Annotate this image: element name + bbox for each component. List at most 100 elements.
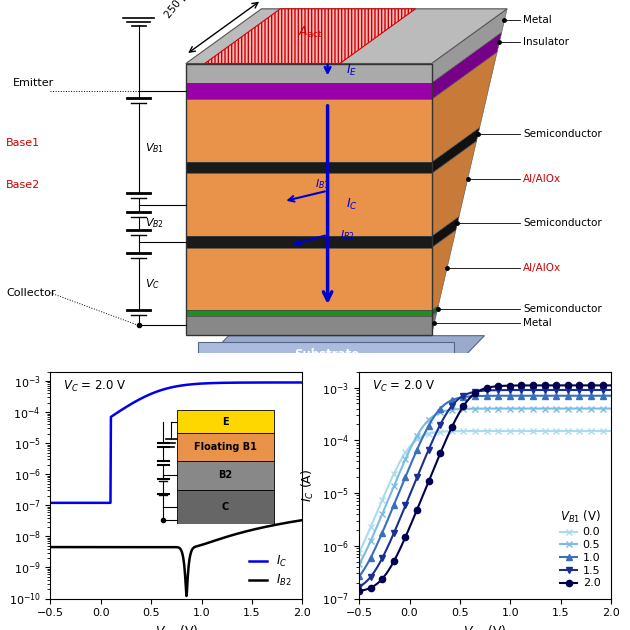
Polygon shape [186, 236, 432, 248]
Polygon shape [432, 32, 501, 100]
Polygon shape [432, 216, 459, 248]
$I_{B2}$ [241, 528, 248, 536]
0.0 [517, 427, 525, 435]
Polygon shape [198, 342, 454, 367]
Polygon shape [186, 64, 432, 83]
Text: Emitter: Emitter [13, 77, 54, 88]
Y-axis label: $I_C$ (A): $I_C$ (A) [0, 469, 3, 501]
Text: $I_{B1}$: $I_{B1}$ [315, 177, 330, 191]
Text: Base1: Base1 [6, 138, 40, 148]
2.0 [517, 382, 525, 389]
1.5 [612, 386, 620, 394]
1.5 [542, 386, 550, 394]
1.5 [439, 416, 447, 423]
Text: Semiconductor: Semiconductor [523, 218, 602, 228]
Text: Insulator: Insulator [523, 37, 569, 47]
0.5 [439, 408, 447, 415]
Polygon shape [205, 9, 416, 64]
1.5 [386, 538, 394, 546]
$I_C$ [198, 380, 205, 387]
0.0 [386, 478, 394, 486]
Polygon shape [432, 312, 437, 335]
1.0 [612, 392, 620, 399]
0.0 [457, 427, 465, 435]
Text: $I_{B2}$: $I_{B2}$ [340, 228, 355, 242]
Text: Metal: Metal [523, 16, 552, 25]
1.0 [355, 573, 363, 580]
Polygon shape [432, 141, 476, 236]
Text: Semiconductor: Semiconductor [523, 304, 602, 314]
Text: 250 µm: 250 µm [163, 0, 196, 20]
Line: $I_C$: $I_C$ [50, 382, 307, 503]
0.0 [541, 427, 548, 435]
$I_C$ [163, 385, 171, 392]
X-axis label: $V_{B2}$ (V): $V_{B2}$ (V) [463, 624, 507, 630]
Text: Al/AlOx: Al/AlOx [523, 263, 561, 273]
Polygon shape [432, 9, 507, 83]
Line: 0.5: 0.5 [356, 406, 619, 568]
Text: Metal: Metal [523, 319, 552, 328]
0.0 [542, 427, 550, 435]
Text: $A_\mathrm{act}$: $A_\mathrm{act}$ [298, 25, 323, 40]
Line: 0.0: 0.0 [356, 428, 619, 556]
2.0 [542, 382, 550, 389]
Legend: 0.0, 0.5, 1.0, 1.5, 2.0: 0.0, 0.5, 1.0, 1.5, 2.0 [556, 504, 605, 593]
1.0 [517, 392, 525, 399]
$I_{B2}$ [304, 515, 311, 523]
1.0 [541, 392, 548, 399]
2.0 [355, 587, 363, 595]
1.0 [386, 510, 394, 518]
Text: $I_E$: $I_E$ [346, 62, 358, 77]
$I_C$ [47, 499, 54, 507]
Text: $V_C$: $V_C$ [145, 277, 160, 290]
Text: $I_C$: $I_C$ [346, 197, 358, 212]
$I_C$ [92, 499, 100, 507]
0.0 [612, 427, 620, 435]
0.5 [541, 404, 548, 412]
Polygon shape [186, 173, 432, 236]
Text: $V_C$ = 2.0 V: $V_C$ = 2.0 V [63, 379, 127, 394]
1.5 [355, 583, 363, 591]
$I_C$ [113, 410, 120, 417]
0.5 [457, 405, 465, 413]
Text: Substrate: Substrate [294, 348, 359, 361]
$I_{B2}$ [113, 543, 120, 551]
1.0 [439, 403, 447, 410]
2.0 [457, 406, 465, 414]
Polygon shape [432, 52, 497, 162]
1.0 [542, 392, 550, 399]
Polygon shape [432, 230, 456, 311]
$I_C$ [218, 379, 226, 387]
Polygon shape [186, 311, 432, 316]
Text: Al/AlOx: Al/AlOx [523, 174, 561, 183]
Polygon shape [432, 127, 479, 173]
Line: 1.0: 1.0 [356, 392, 619, 580]
Polygon shape [198, 336, 484, 367]
Polygon shape [186, 83, 432, 100]
$I_{B2}$ [198, 541, 206, 549]
$I_C$ [240, 379, 248, 386]
1.0 [457, 394, 465, 401]
Polygon shape [186, 162, 432, 173]
Text: Base2: Base2 [6, 180, 40, 190]
2.0 [386, 564, 394, 572]
X-axis label: $V_{B2}$ (V): $V_{B2}$ (V) [154, 624, 198, 630]
$I_{B2}$ [219, 534, 226, 542]
$I_C$ [304, 379, 311, 386]
Polygon shape [186, 316, 432, 335]
$I_{B2}$ [183, 592, 190, 600]
Line: 1.5: 1.5 [356, 387, 619, 590]
2.0 [612, 382, 620, 389]
Text: $V_{B2}$: $V_{B2}$ [145, 217, 164, 231]
0.0 [355, 549, 363, 556]
1.5 [517, 386, 525, 394]
0.5 [612, 404, 620, 412]
2.0 [439, 444, 447, 451]
0.5 [386, 491, 394, 499]
Text: $V_{B1}$: $V_{B1}$ [145, 141, 164, 155]
Polygon shape [186, 100, 432, 162]
1.5 [457, 394, 465, 401]
Y-axis label: $I_C$ (A): $I_C$ (A) [301, 469, 316, 501]
Polygon shape [186, 248, 432, 311]
$I_{B2}$ [47, 543, 54, 551]
